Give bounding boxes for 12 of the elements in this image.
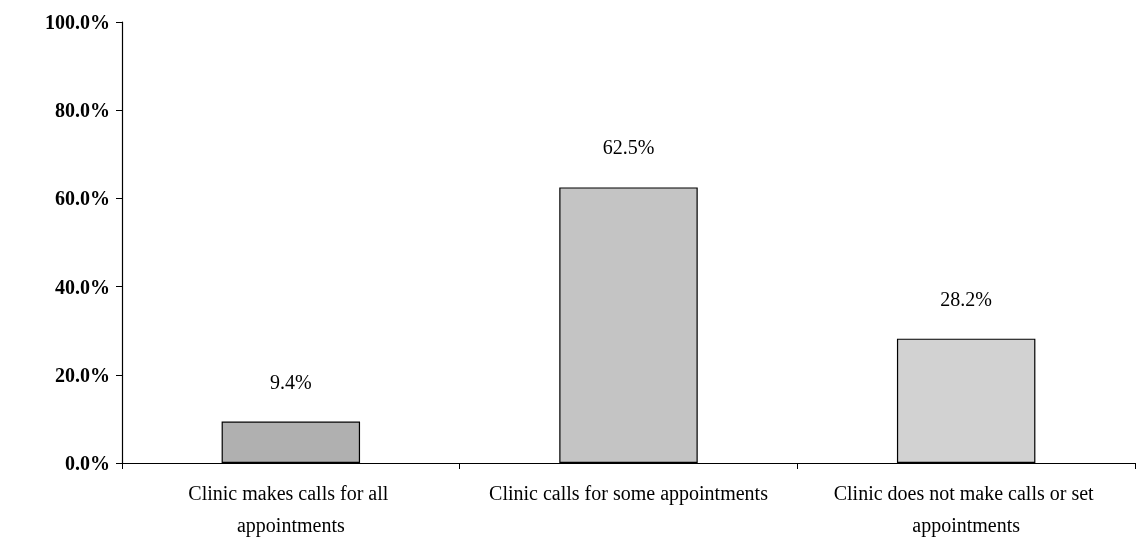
data-label: 9.4% [270, 370, 312, 393]
y-tick-label: 80.0% [55, 99, 110, 122]
x-tick-label: Clinic does not make calls or set appointments [833, 482, 1099, 537]
y-tick-label: 0.0% [65, 452, 110, 474]
x-tick-label: Clinic makes calls for all appointments [188, 482, 394, 537]
y-tick-label: 60.0% [55, 187, 110, 210]
data-label: 62.5% [602, 136, 655, 159]
x-tick-label: Clinic calls for some appointments [489, 482, 769, 505]
y-tick-label: 40.0% [55, 275, 110, 298]
y-tick-label: 100.0% [45, 11, 110, 33]
y-tick-label: 20.0% [55, 363, 110, 386]
data-label: 28.2% [940, 287, 992, 310]
